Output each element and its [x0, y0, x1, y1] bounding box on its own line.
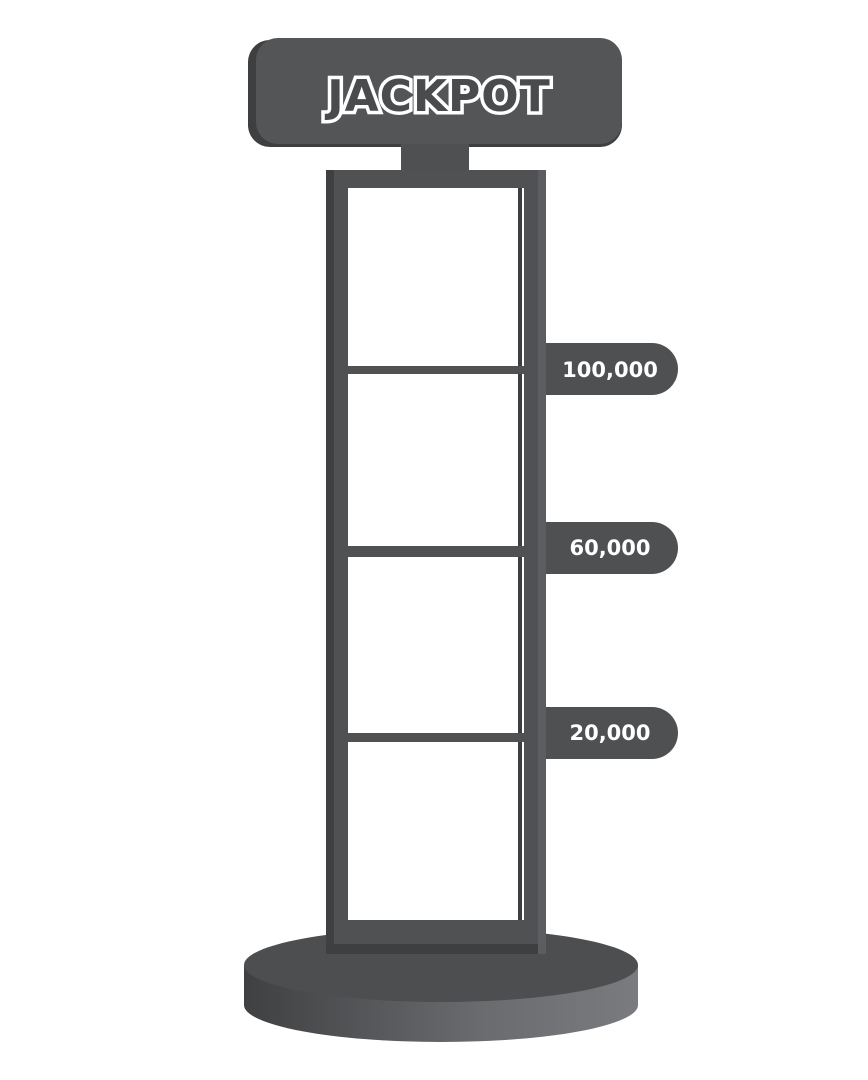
jackpot-sign [248, 38, 622, 174]
tier-tab-100000: 100,000 [530, 343, 678, 395]
tier-label-20000: 20,000 [569, 721, 650, 745]
tier-tab-20000: 20,000 [530, 707, 678, 759]
jackpot-title-group: JACKPOT JACKPOT [321, 68, 553, 126]
meter-cell-3 [348, 557, 524, 733]
meter-cells [348, 188, 524, 920]
jackpot-title: JACKPOT [324, 71, 550, 122]
tier-tab-60000: 60,000 [530, 522, 678, 574]
meter-cell-2 [348, 374, 524, 546]
svg-text:JACKPOT: JACKPOT [324, 71, 550, 122]
meter-cell-1 [348, 188, 524, 366]
tier-label-100000: 100,000 [562, 358, 658, 382]
tier-label-60000: 60,000 [569, 536, 650, 560]
meter-cell-4 [348, 742, 524, 920]
